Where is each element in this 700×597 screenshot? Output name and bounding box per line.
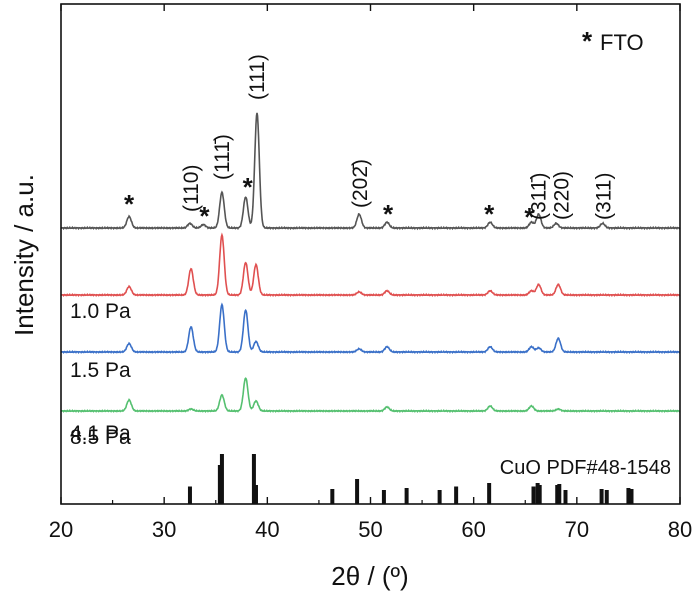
- x-tick-label: 40: [255, 517, 279, 542]
- series-label: 1.0 Pa: [70, 300, 131, 323]
- fto-marker: *: [484, 199, 495, 229]
- plot-frame: [60, 3, 681, 505]
- series-label-ref: 8.5 Pa: [70, 426, 131, 449]
- fto-marker: *: [243, 172, 254, 202]
- series-label: 1.5 Pa: [70, 359, 131, 382]
- peak-label: (220): [550, 171, 573, 220]
- series-line: [60, 112, 681, 231]
- x-tick-label: 70: [565, 517, 589, 542]
- peak-label: (202̄): [349, 159, 372, 208]
- x-tick-label: 30: [152, 517, 176, 542]
- fto-marker: *: [124, 189, 135, 219]
- reference-label: CuO PDF#48-1548: [500, 457, 671, 479]
- fto-marker: *: [383, 199, 394, 229]
- peak-label: (110): [180, 165, 203, 212]
- series-line: [60, 377, 681, 413]
- series-line: [60, 302, 681, 355]
- legend-star: *: [582, 26, 593, 56]
- peak-label: (111̄): [211, 134, 234, 180]
- x-tick-label: 60: [461, 517, 485, 542]
- fto-marker: *: [524, 202, 535, 232]
- axes: 20 30 40 50 60 70 80 2θ / (º) Intensity / a.u.: [9, 3, 692, 591]
- fto-marker: *: [199, 201, 210, 231]
- y-axis-title: Intensity / a.u.: [9, 174, 39, 336]
- x-axis-title: 2θ / (º): [331, 561, 408, 591]
- x-tick-label: 80: [668, 517, 692, 542]
- series-line: [60, 232, 681, 298]
- peak-label: (311): [593, 173, 616, 220]
- series-label: 4.1 Pa: [70, 422, 131, 445]
- annotations: 1.0 Pa 1.5 Pa 4.1 Pa8.5 Pa CuO PDF#48-1548 *…: [70, 26, 671, 479]
- peak-label: (111): [246, 54, 269, 100]
- x-tick-label: 50: [358, 517, 382, 542]
- legend-text: FTO: [600, 30, 644, 55]
- x-tick-label: 20: [49, 517, 73, 542]
- peak-label: (311̄): [528, 173, 551, 220]
- plot-area: [60, 112, 681, 504]
